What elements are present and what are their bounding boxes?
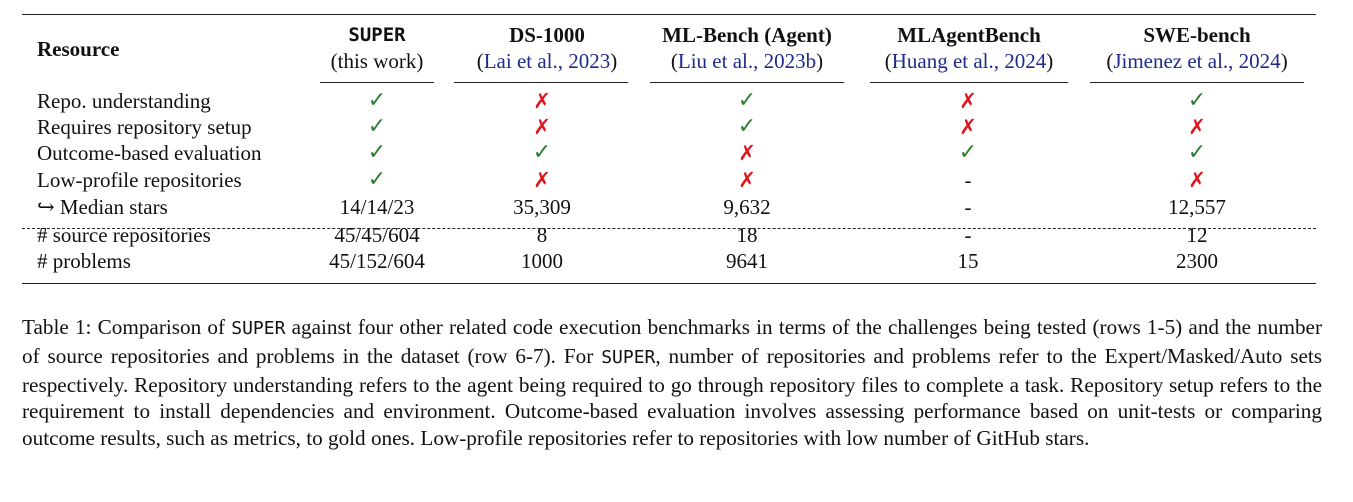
citation-link[interactable]: Liu et al., 2023b bbox=[677, 49, 817, 73]
check-icon: ✓ bbox=[1187, 88, 1207, 113]
table-cell: 9,632 bbox=[723, 195, 771, 219]
table-row: Low-profile repositories ✓ ✗ ✗ - ✗ bbox=[22, 167, 1316, 193]
citation-link[interactable]: Jimenez et al., 2024 bbox=[1113, 49, 1281, 73]
cross-icon: ✗ bbox=[1188, 115, 1206, 139]
check-icon: ✓ bbox=[737, 114, 757, 139]
table-caption: Table 1: Comparison of SUPER against fou… bbox=[22, 315, 1322, 451]
check-icon: ✓ bbox=[367, 114, 387, 139]
caption-label: Table 1: bbox=[22, 315, 92, 339]
cross-icon: ✗ bbox=[533, 115, 551, 139]
check-icon: ✓ bbox=[1187, 140, 1207, 165]
row-label: # source repositories bbox=[37, 223, 211, 247]
cross-icon: ✗ bbox=[959, 89, 977, 113]
row-label: Requires repository setup bbox=[37, 115, 252, 139]
table-row: Repo. understanding ✓ ✗ ✓ ✗ ✓ bbox=[22, 88, 1316, 114]
table-row: Requires repository setup ✓ ✗ ✓ ✗ ✗ bbox=[22, 114, 1316, 140]
check-icon: ✓ bbox=[367, 140, 387, 165]
citation-link[interactable]: Huang et al., 2024 bbox=[891, 49, 1047, 73]
column-header-mlagentbench: MLAgentBench (Huang et al., 2024) bbox=[884, 23, 1054, 73]
cross-icon: ✗ bbox=[738, 168, 756, 192]
row-label: Repo. understanding bbox=[37, 89, 211, 113]
table-cell: 8 bbox=[536, 223, 548, 247]
check-icon: ✓ bbox=[532, 140, 552, 165]
table-row: # source repositories 45/45/604 8 18 - 12 bbox=[22, 222, 1316, 248]
header-underline bbox=[1090, 82, 1304, 83]
check-icon: ✓ bbox=[958, 140, 978, 165]
row-label: # problems bbox=[37, 249, 131, 273]
table-cell: 35,309 bbox=[513, 195, 571, 219]
row-label: ↪ Median stars bbox=[37, 195, 168, 219]
table-row: Outcome-based evaluation ✓ ✓ ✗ ✓ ✓ bbox=[22, 140, 1316, 166]
check-icon: ✓ bbox=[367, 167, 387, 192]
table-cell: 12,557 bbox=[1168, 195, 1226, 219]
header-underline bbox=[454, 82, 628, 83]
table-cell: - bbox=[964, 195, 972, 219]
row-label: Low-profile repositories bbox=[37, 168, 242, 192]
table-row: # problems 45/152/604 1000 9641 15 2300 bbox=[22, 248, 1316, 274]
cross-icon: ✗ bbox=[533, 168, 551, 192]
table-cell: 9641 bbox=[726, 249, 768, 273]
table-cell: 18 bbox=[736, 223, 758, 247]
column-header-mlbench: ML-Bench (Agent) (Liu et al., 2023b) bbox=[662, 23, 832, 73]
citation-link[interactable]: Lai et al., 2023 bbox=[483, 49, 611, 73]
check-icon: ✓ bbox=[737, 88, 757, 113]
cross-icon: ✗ bbox=[1188, 168, 1206, 192]
table-cell: 45/152/604 bbox=[329, 249, 425, 273]
table-row: ↪ Median stars 14/14/23 35,309 9,632 - 12,557 bbox=[22, 194, 1316, 220]
column-header-ds1000: DS-1000 (Lai et al., 2023) bbox=[476, 23, 618, 73]
table-cell: 45/45/604 bbox=[334, 223, 420, 247]
cross-icon: ✗ bbox=[738, 141, 756, 165]
table-dashed-separator bbox=[22, 228, 1316, 229]
row-label: Outcome-based evaluation bbox=[37, 141, 262, 165]
cross-icon: ✗ bbox=[959, 115, 977, 139]
column-header-super: SUPER (this work) bbox=[330, 24, 424, 73]
table-cell: 1000 bbox=[521, 249, 563, 273]
table-cell: 14/14/23 bbox=[339, 195, 415, 219]
table-cell: 12 bbox=[1186, 223, 1208, 247]
table-bottom-rule bbox=[22, 283, 1316, 284]
header-underline bbox=[320, 82, 434, 83]
header-underline bbox=[870, 82, 1068, 83]
cross-icon: ✗ bbox=[533, 89, 551, 113]
table-cell: - bbox=[964, 168, 972, 192]
header-underline bbox=[650, 82, 844, 83]
table-top-rule bbox=[22, 14, 1316, 15]
table-cell: 2300 bbox=[1176, 249, 1218, 273]
table-cell: - bbox=[964, 223, 972, 247]
table-cell: 15 bbox=[957, 249, 979, 273]
resource-header: Resource bbox=[37, 37, 120, 61]
check-icon: ✓ bbox=[367, 88, 387, 113]
column-header-swebench: SWE-bench (Jimenez et al., 2024) bbox=[1106, 23, 1288, 73]
